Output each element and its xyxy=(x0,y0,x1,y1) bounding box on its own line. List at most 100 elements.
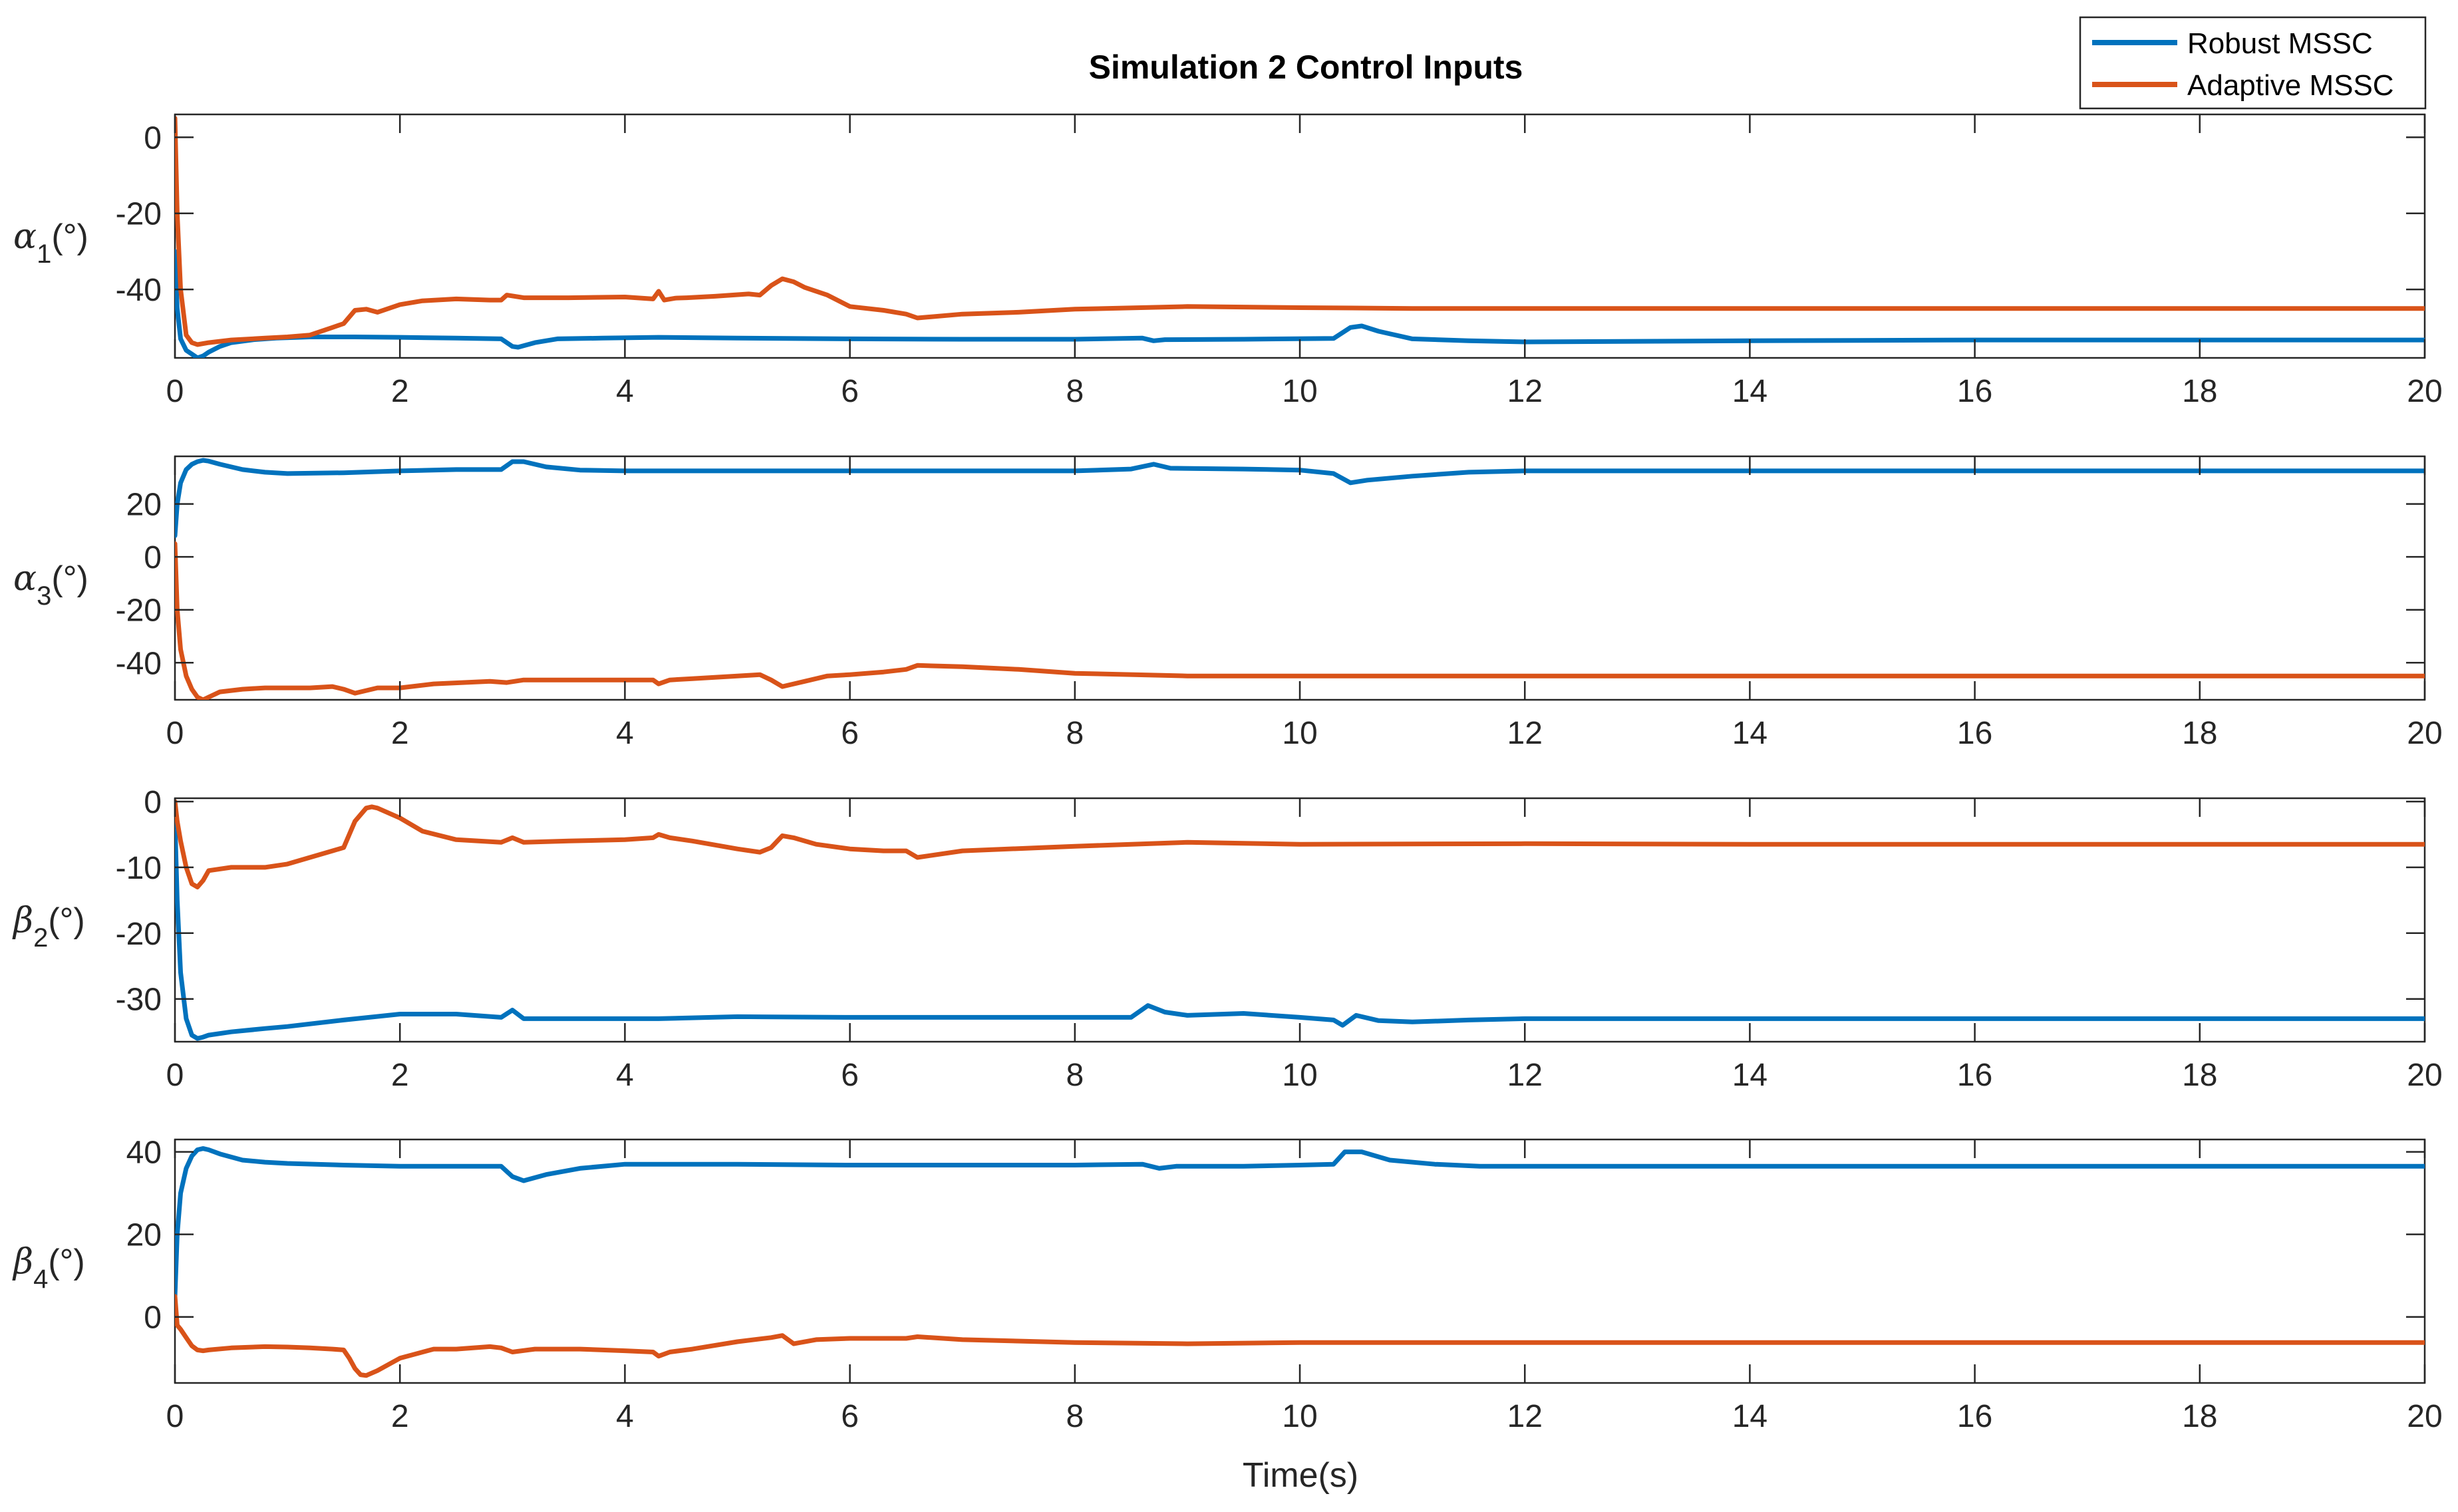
x-tick-label: 18 xyxy=(2182,716,2217,751)
x-tick-label: 10 xyxy=(1282,1399,1317,1434)
y-tick-label: 20 xyxy=(126,1218,162,1253)
x-tick-label: 14 xyxy=(1732,1058,1767,1093)
x-tick-label: 8 xyxy=(1066,1058,1084,1093)
y-axis-label-2: α3(°) xyxy=(13,559,88,611)
x-tick-label: 18 xyxy=(2182,374,2217,409)
legend-label-adaptive-mssc: Adaptive MSSC xyxy=(2187,69,2394,102)
x-tick-label: 16 xyxy=(1957,1058,1992,1093)
x-tick-label: 16 xyxy=(1957,1399,1992,1434)
y-tick-label: 0 xyxy=(144,120,162,156)
x-tick-label: 18 xyxy=(2182,1058,2217,1093)
x-tick-label: 8 xyxy=(1066,716,1084,751)
y-axis-label-symbol: α xyxy=(13,217,37,257)
x-tick-label: 10 xyxy=(1282,716,1317,751)
axes-box-3 xyxy=(174,797,2426,1043)
x-tick-label: 18 xyxy=(2182,1399,2217,1434)
y-axis-label-symbol: β xyxy=(12,1242,33,1282)
x-tick-label: 0 xyxy=(166,716,184,751)
y-tick-label: -20 xyxy=(116,593,162,629)
x-tick-label: 16 xyxy=(1957,716,1992,751)
series-group-3 xyxy=(175,799,2425,1041)
x-tick-label: 8 xyxy=(1066,1399,1084,1434)
legend-box xyxy=(2079,16,2427,110)
x-tick-label: 10 xyxy=(1282,1058,1317,1093)
x-tick-label: 6 xyxy=(841,374,859,409)
x-tick-label: 16 xyxy=(1957,374,1992,409)
series-line-robust-mssc xyxy=(175,249,2425,358)
series-line-adaptive-mssc xyxy=(175,799,2425,889)
axes-box-1 xyxy=(174,113,2426,359)
x-tick-label: 2 xyxy=(391,374,409,409)
y-tick-label: -40 xyxy=(116,273,162,308)
y-tick-label: 40 xyxy=(126,1135,162,1171)
y-tick-label: -10 xyxy=(116,851,162,886)
series-line-adaptive-mssc xyxy=(175,116,2425,347)
y-axis-label-unit: (°) xyxy=(48,901,84,940)
y-axis-label-subscript: 4 xyxy=(33,1265,48,1294)
x-tick-label: 12 xyxy=(1507,716,1543,751)
x-tick-label: 6 xyxy=(841,1399,859,1434)
x-tick-label: 20 xyxy=(2407,1058,2442,1093)
y-axis-label-subscript: 1 xyxy=(37,239,51,269)
x-tick-label: 12 xyxy=(1507,1399,1543,1434)
x-tick-label: 20 xyxy=(2407,374,2442,409)
x-tick-label: 12 xyxy=(1507,1058,1543,1093)
axes-box-2 xyxy=(174,455,2426,701)
subplot-2: 0 2 4 6 8 10 12 14 16 18 20 -40 -20 0 20 α3(°) xyxy=(13,455,2443,751)
y-axis-label-symbol: β xyxy=(12,901,33,941)
legend-label-robust-mssc: Robust MSSC xyxy=(2187,27,2373,60)
y-tick-label: -20 xyxy=(116,197,162,232)
chart-title: Simulation 2 Control Inputs xyxy=(1089,49,1523,86)
y-axis-label-subscript: 3 xyxy=(37,581,51,611)
x-tick-label: 14 xyxy=(1732,1399,1767,1434)
x-tick-label: 20 xyxy=(2407,716,2442,751)
x-tick-label: 14 xyxy=(1732,716,1767,751)
y-tick-label: -20 xyxy=(116,917,162,952)
y-axis-label-unit: (°) xyxy=(51,218,88,256)
y-tick-label: -40 xyxy=(116,646,162,681)
x-tick-label: 0 xyxy=(166,374,184,409)
x-tick-label: 4 xyxy=(616,374,634,409)
y-axis-label-3: β2(°) xyxy=(12,901,85,953)
legend: Robust MSSC Adaptive MSSC xyxy=(2079,16,2427,110)
x-tick-label: 2 xyxy=(391,1399,409,1434)
x-tick-label: 20 xyxy=(2407,1399,2442,1434)
y-tick-label: 0 xyxy=(144,540,162,575)
y-axis-label-4: β4(°) xyxy=(12,1242,85,1294)
x-tick-label: 4 xyxy=(616,1399,634,1434)
y-tick-label: 20 xyxy=(126,488,162,523)
series-line-robust-mssc xyxy=(175,458,2425,538)
y-axis-label-unit: (°) xyxy=(51,559,88,598)
x-tick-label: 0 xyxy=(166,1399,184,1434)
x-axis-label: Time(s) xyxy=(1243,1456,1358,1495)
series-group-1 xyxy=(175,116,2425,358)
series-line-robust-mssc xyxy=(175,819,2425,1041)
x-tick-label: 4 xyxy=(616,716,634,751)
y-axis-label-unit: (°) xyxy=(48,1243,84,1281)
series-line-adaptive-mssc xyxy=(175,541,2425,700)
x-tick-label: 2 xyxy=(391,1058,409,1093)
x-tick-label: 0 xyxy=(166,1058,184,1093)
x-tick-label: 6 xyxy=(841,716,859,751)
subplot-1: 0 2 4 6 8 10 12 14 16 18 20 -40 -20 0 α1(°) xyxy=(13,113,2443,409)
y-tick-label: -30 xyxy=(116,983,162,1018)
y-axis-label-subscript: 2 xyxy=(33,923,48,953)
series-group-2 xyxy=(175,458,2425,700)
x-tick-label: 6 xyxy=(841,1058,859,1093)
y-axis-label-symbol: α xyxy=(13,559,37,599)
x-tick-label: 14 xyxy=(1732,374,1767,409)
y-axis-label-1: α1(°) xyxy=(13,217,88,269)
y-tick-label: 0 xyxy=(144,1300,162,1336)
series-group-4 xyxy=(175,1146,2425,1378)
x-tick-label: 8 xyxy=(1066,374,1084,409)
x-tick-label: 2 xyxy=(391,716,409,751)
series-line-robust-mssc xyxy=(175,1146,2425,1299)
x-tick-label: 12 xyxy=(1507,374,1543,409)
y-tick-label: 0 xyxy=(144,785,162,820)
x-tick-label: 4 xyxy=(616,1058,634,1093)
series-line-adaptive-mssc xyxy=(175,1294,2425,1378)
